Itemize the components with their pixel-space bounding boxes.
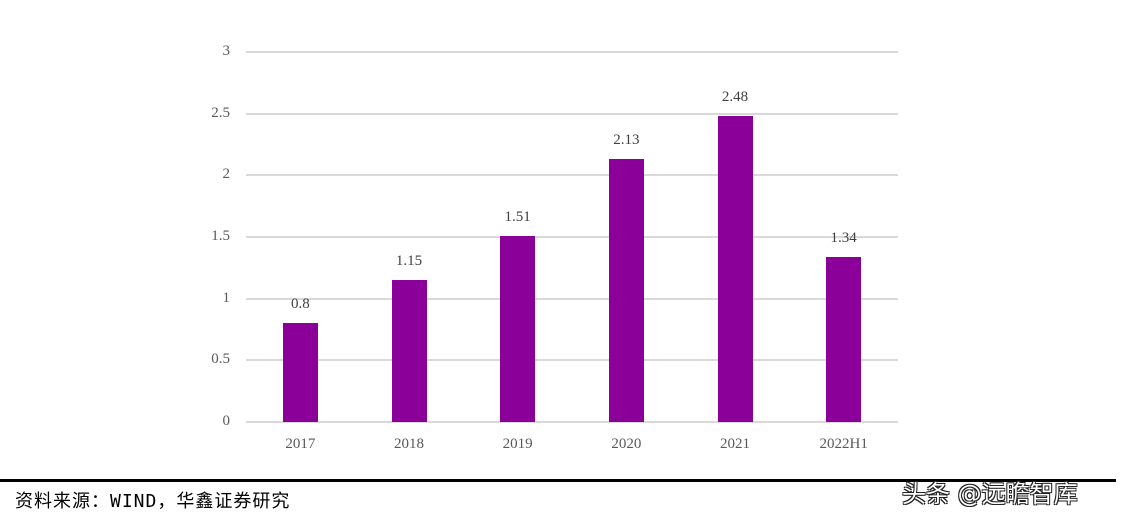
bar-2019 [500,235,536,422]
data-label: 0.8 [290,296,310,313]
y-axis-tick-label: 0 [222,413,231,429]
y-axis-tick-label: 1 [222,289,231,306]
x-axis-tick-label: 2017 [285,436,316,452]
source-note: 资料来源：WIND，华鑫证券研究 [15,491,291,512]
bar-2017 [282,323,318,422]
gridline [246,174,898,177]
y-axis-tick-label: 2.5 [211,104,230,121]
x-axis-tick-label: 2018 [394,436,424,452]
gridline [246,421,898,423]
watermark: 头条 @远瞻智库 [902,480,1078,508]
bar-2020 [608,159,644,422]
bar-2022H1 [826,256,862,422]
gridline [246,51,898,53]
y-axis-tick-label: 3 [222,43,231,59]
gridline [246,297,898,300]
x-axis-tick-label: 2019 [502,436,533,452]
x-axis-tick-label: 2020 [611,436,642,452]
bar-2018 [391,280,427,422]
data-label: 1.51 [504,208,531,225]
bar-2021 [717,116,753,422]
data-label: 1.15 [395,253,423,270]
data-label: 2.48 [721,89,749,106]
bar-chart: 0 0.5 1 1.5 2 2.5 3 0.8 2017 1.15 2018 1.51 2019 2.13… [211,43,898,452]
x-axis-tick-label: 2021 [720,436,750,452]
x-axis-tick-label: 2022H1 [819,436,868,452]
footer-divider [0,479,1116,482]
data-label: 1.34 [830,229,857,246]
y-axis-tick-label: 0.5 [211,351,230,368]
y-axis-tick-label: 2 [222,166,231,183]
data-label: 2.13 [613,132,640,149]
gridline [246,236,898,238]
gridline [246,112,898,115]
gridline [246,359,898,362]
y-axis-tick-label: 1.5 [211,228,230,244]
